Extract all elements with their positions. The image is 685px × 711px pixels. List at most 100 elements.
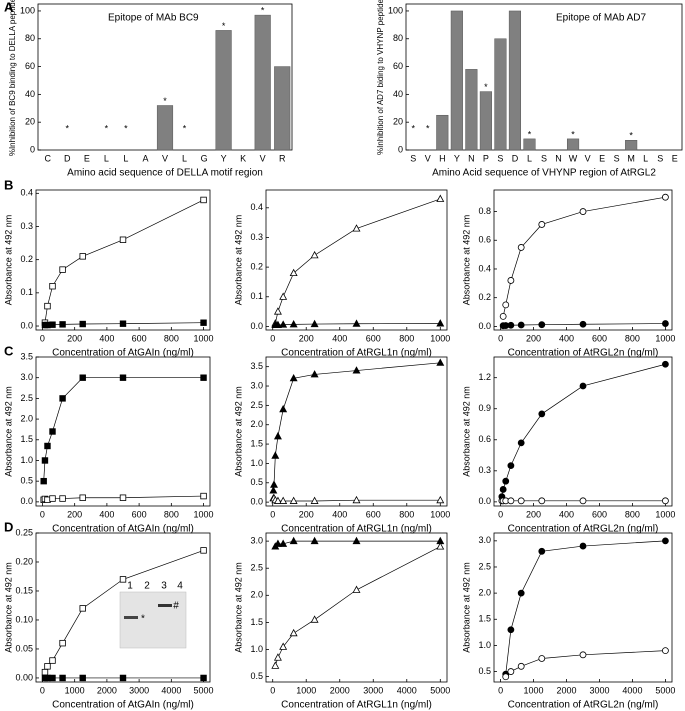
x-tick-label: 800 xyxy=(164,509,179,519)
y-tick-label: 2.0 xyxy=(20,413,33,423)
marker xyxy=(44,302,51,310)
x-tick-label: 400 xyxy=(332,509,347,519)
plot-frame xyxy=(405,3,683,151)
marker xyxy=(200,547,207,554)
x-tick-label: L xyxy=(643,153,648,163)
x-tick-label: D xyxy=(64,153,71,163)
x-tick-label: 200 xyxy=(526,509,541,519)
marker xyxy=(352,536,361,545)
panel-label: D xyxy=(4,519,13,534)
gel-label: # xyxy=(173,601,179,612)
y-tick-label: 0.0 xyxy=(20,496,33,506)
y-axis-title: Absorbance at 492 nm xyxy=(461,386,471,477)
marker xyxy=(59,395,66,402)
x-tick-label: 800 xyxy=(399,333,414,343)
y-axis-title: Absorbance at 492 nm xyxy=(461,562,471,653)
y-axis-title: Absorbance at 492 nm xyxy=(461,215,471,306)
y-tick-label: 2.5 xyxy=(250,400,263,410)
marker xyxy=(289,496,298,504)
marker xyxy=(49,428,56,435)
y-tick-label: 0.2 xyxy=(20,254,33,264)
x-axis-title: Concentration of AtGAIn (ng/ml) xyxy=(52,700,194,711)
gel-label: 1 xyxy=(127,581,133,592)
x-tick-label: 200 xyxy=(67,333,82,343)
x-tick-label: Y xyxy=(221,153,227,163)
y-tick-label: 0.3 xyxy=(478,465,491,475)
bar xyxy=(450,10,463,151)
marker xyxy=(517,662,525,670)
x-tick-label: H xyxy=(439,153,446,163)
marker xyxy=(59,321,66,328)
x-tick-label: 800 xyxy=(399,509,414,519)
marker xyxy=(436,358,445,366)
y-tick-label: 0 xyxy=(398,144,403,154)
x-tick-label: 1000 xyxy=(65,685,85,695)
y-tick-label: 60 xyxy=(393,61,403,71)
x-tick-label: 600 xyxy=(132,333,147,343)
y-tick-label: 80 xyxy=(393,33,403,43)
marker xyxy=(517,497,525,505)
marker xyxy=(49,283,56,290)
marker xyxy=(310,615,319,623)
x-tick-label: 3000 xyxy=(589,685,609,695)
x-tick-label: 1000 xyxy=(194,509,214,519)
y-tick-label: 0.3 xyxy=(250,232,263,242)
y-tick-label: 1.2 xyxy=(478,372,491,382)
marker xyxy=(310,370,319,378)
marker xyxy=(538,655,546,662)
y-tick-label: 1.0 xyxy=(20,455,33,465)
x-tick-label: 1000 xyxy=(430,333,450,343)
y-tick-label: 0.3 xyxy=(20,221,33,231)
marker xyxy=(352,585,361,593)
y-tick-label: 0.20 xyxy=(15,556,33,566)
x-axis-title: Amino acid sequence of DELLA motif regio… xyxy=(67,168,263,179)
significance-mark: * xyxy=(528,129,532,139)
bar xyxy=(254,14,271,151)
marker xyxy=(279,320,288,328)
marker xyxy=(352,495,361,504)
marker xyxy=(507,462,515,470)
x-tick-label: 0 xyxy=(498,509,503,519)
marker xyxy=(499,312,507,320)
x-tick-label: E xyxy=(599,153,605,163)
x-tick-label: 600 xyxy=(366,333,381,343)
panel-label: C xyxy=(4,343,14,358)
marker xyxy=(200,374,207,381)
bar xyxy=(465,69,478,151)
marker xyxy=(59,495,66,502)
marker xyxy=(49,495,56,502)
marker xyxy=(538,547,546,555)
x-tick-label: W xyxy=(569,153,578,163)
plot-frame xyxy=(493,356,673,507)
marker xyxy=(538,321,546,329)
marker xyxy=(279,404,288,413)
y-tick-label: 60 xyxy=(25,61,35,71)
bar xyxy=(494,38,507,151)
x-tick-label: R xyxy=(279,153,286,163)
x-tick-label: 0 xyxy=(40,685,45,695)
marker xyxy=(507,277,515,284)
y-tick-label: 0.25 xyxy=(15,527,33,537)
marker xyxy=(119,320,127,327)
bar xyxy=(625,140,638,151)
marker xyxy=(352,224,361,232)
marker xyxy=(289,320,298,328)
gel-label: 3 xyxy=(161,581,167,592)
x-tick-label: 400 xyxy=(559,509,574,519)
panel-label: B xyxy=(4,177,13,192)
x-tick-label: P xyxy=(483,153,489,163)
significance-mark: * xyxy=(571,129,575,139)
marker xyxy=(436,542,445,550)
gel-label: * xyxy=(141,614,145,625)
x-tick-label: V xyxy=(260,153,266,163)
y-tick-label: 100 xyxy=(388,5,403,15)
panel-label: A xyxy=(4,0,14,14)
y-tick-label: 0.6 xyxy=(478,235,491,245)
y-axis-title: %Inhibition of AD7 biding to VHYNP pepti… xyxy=(376,0,385,155)
marker xyxy=(79,494,86,501)
x-tick-label: 400 xyxy=(332,333,347,343)
y-axis-title: Absorbance at 492 nm xyxy=(233,562,243,653)
y-tick-label: 40 xyxy=(393,89,403,99)
marker xyxy=(579,497,587,505)
